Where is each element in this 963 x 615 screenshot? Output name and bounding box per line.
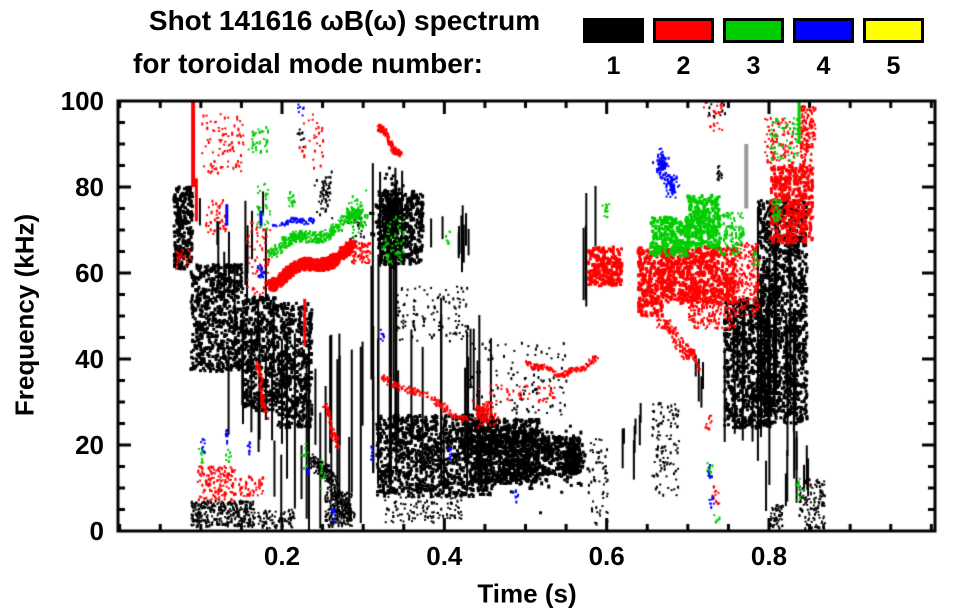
legend-label-n5: 5 bbox=[886, 52, 901, 80]
chart-title-line1: Shot 141616 ωB(ω) spectrum bbox=[148, 5, 541, 36]
legend-label-n3: 3 bbox=[746, 52, 761, 80]
legend-swatch-n2 bbox=[653, 18, 714, 43]
legend-swatch-n5 bbox=[863, 18, 924, 43]
legend-swatch-n3 bbox=[723, 18, 784, 43]
y-tick-label-80: 80 bbox=[75, 172, 104, 202]
legend-label-n1: 1 bbox=[606, 52, 621, 80]
legend-label-n2: 2 bbox=[676, 52, 691, 80]
y-tick-label-60: 60 bbox=[75, 258, 104, 288]
y-tick-label-40: 40 bbox=[75, 344, 104, 374]
y-tick-label-20: 20 bbox=[75, 430, 104, 460]
legend-swatch-n1 bbox=[583, 18, 644, 43]
x-axis-title: Time (s) bbox=[477, 578, 577, 609]
chart-title-line2: for toroidal mode number: bbox=[133, 48, 483, 79]
x-tick-label-0.2: 0.2 bbox=[263, 541, 301, 571]
legend-label-n4: 4 bbox=[816, 52, 831, 80]
y-axis-title: Frequency (kHz) bbox=[9, 213, 40, 417]
y-tick-label-0: 0 bbox=[89, 516, 104, 546]
x-tick-label-0.4: 0.4 bbox=[426, 541, 463, 571]
y-tick-label-100: 100 bbox=[60, 86, 104, 116]
x-tick-label-0.8: 0.8 bbox=[750, 541, 788, 571]
legend-swatch-n4 bbox=[793, 18, 854, 43]
x-tick-label-0.6: 0.6 bbox=[588, 541, 625, 571]
